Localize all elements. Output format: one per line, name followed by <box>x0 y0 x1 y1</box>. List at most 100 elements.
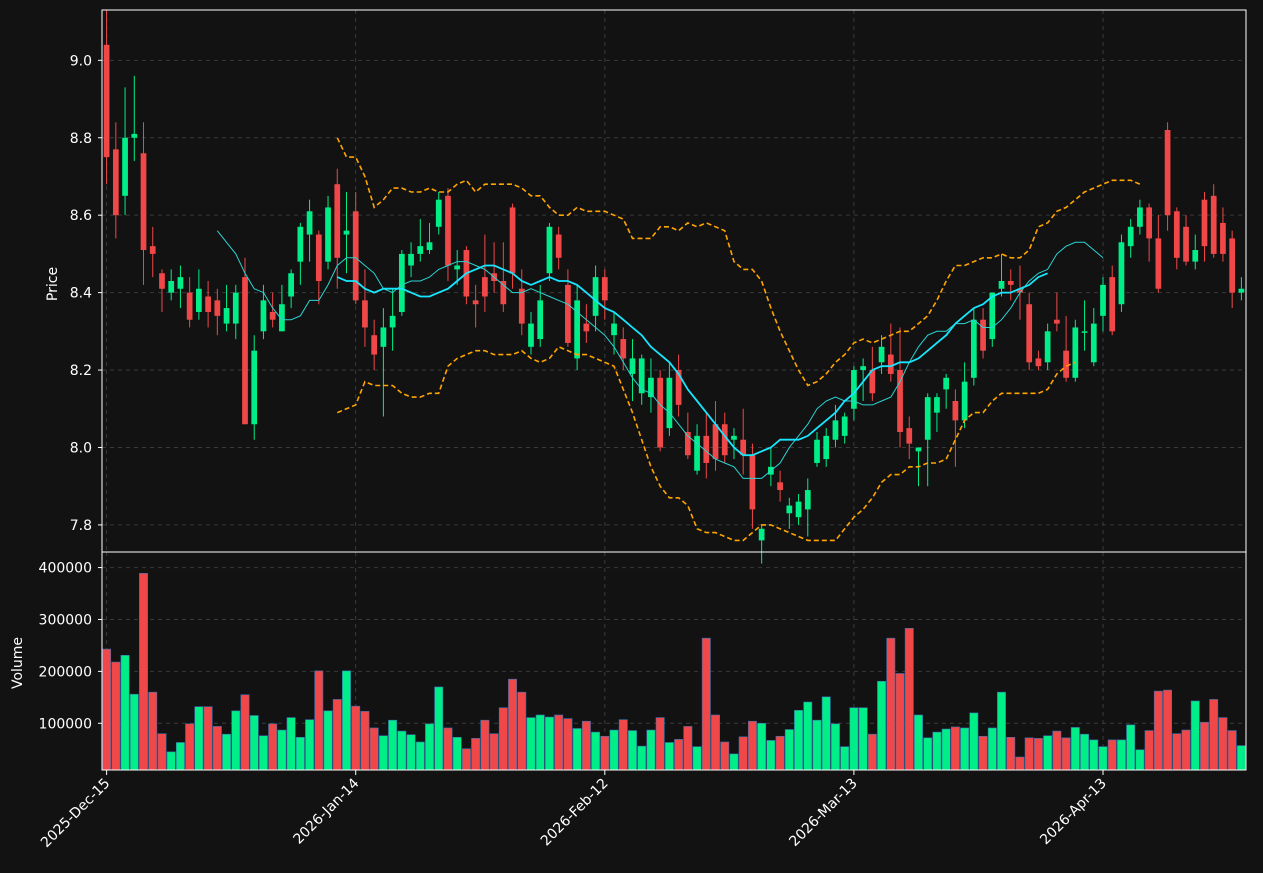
candle-body <box>352 211 359 301</box>
volume-bar <box>175 742 185 771</box>
candle-body <box>703 435 710 463</box>
volume-bar <box>738 736 748 771</box>
candle-body <box>887 354 894 374</box>
candle-body <box>426 242 433 251</box>
volume-bar <box>268 723 278 771</box>
candle-body <box>1173 211 1180 258</box>
volume-bar <box>351 705 361 771</box>
volume-tick-label: 400000 <box>39 561 92 577</box>
candle-body <box>786 505 793 514</box>
price-grid <box>102 10 1246 552</box>
volume-bar <box>185 723 195 771</box>
candle-body <box>528 323 534 347</box>
volume-bar <box>305 719 315 771</box>
volume-bar <box>1126 724 1136 771</box>
candle-body <box>1044 331 1051 363</box>
volume-bar <box>1098 746 1108 771</box>
volume-bar <box>821 696 831 771</box>
volume-bar <box>812 719 822 771</box>
candle-body <box>1017 288 1023 293</box>
price-tick-label: 8.2 <box>70 363 92 379</box>
candle-body <box>740 439 747 456</box>
volume-bar <box>895 673 905 771</box>
candle-body <box>611 323 617 336</box>
volume-bar <box>314 670 324 771</box>
candle-body <box>1035 358 1042 367</box>
candle-body <box>795 501 802 518</box>
price-tick-label: 8.0 <box>70 440 92 456</box>
volume-bar <box>1024 737 1034 771</box>
volume-bar <box>286 717 296 771</box>
candle-body <box>1210 195 1217 254</box>
candle-body <box>823 435 830 460</box>
volume-bar <box>618 719 628 771</box>
volume-bar <box>1080 733 1089 771</box>
band-lines <box>336 137 1141 542</box>
volume-bar <box>766 740 776 771</box>
volume-tick-label: 300000 <box>39 612 92 628</box>
candle-body <box>694 435 700 471</box>
candle-body <box>112 149 119 216</box>
price-tick-label: 9.0 <box>70 53 92 69</box>
volume-bar <box>1015 756 1025 771</box>
volume-bar <box>406 734 416 771</box>
candle-body <box>989 292 996 340</box>
candle-body <box>970 319 977 378</box>
volume-bar <box>572 728 582 771</box>
volume-bar <box>1172 733 1182 771</box>
candle-body <box>897 370 903 432</box>
candle-body <box>565 284 571 343</box>
volume-bar <box>1181 729 1191 771</box>
candle-body <box>205 296 211 312</box>
candle-body <box>279 304 285 332</box>
candle-body <box>140 153 147 251</box>
volume-bar <box>591 731 601 771</box>
volume-tick-label: 100000 <box>39 716 92 732</box>
candle-body <box>601 277 608 301</box>
candle-body <box>232 292 239 324</box>
candle-body <box>675 370 682 405</box>
candle-body <box>242 277 248 425</box>
candle-body <box>1155 238 1162 289</box>
candle-body <box>1192 250 1199 262</box>
candle-body <box>1220 222 1226 254</box>
volume-bar <box>674 739 684 771</box>
candle-body <box>196 288 202 312</box>
volume-bar <box>830 723 840 771</box>
candle-body <box>943 377 950 390</box>
volume-bar <box>729 753 739 771</box>
volume-bar <box>544 716 554 771</box>
volume-bar <box>498 707 508 771</box>
candle-body <box>417 246 424 254</box>
volume-bar <box>388 719 398 771</box>
volume-bar <box>609 729 619 771</box>
price-tick-label: 8.4 <box>70 286 92 302</box>
candle-body <box>924 397 931 440</box>
volume-bar <box>858 707 868 771</box>
volume-bar <box>120 654 130 771</box>
volume-bar <box>563 718 573 771</box>
volume-bar <box>867 733 877 771</box>
candle-body <box>1063 350 1069 378</box>
candle-body <box>869 370 876 394</box>
candle-body <box>961 381 968 421</box>
candle-body <box>159 273 165 289</box>
candle-body <box>251 350 258 425</box>
price-tick-label: 8.6 <box>70 208 92 224</box>
volume-bar <box>683 726 693 771</box>
volume-bar <box>240 694 250 771</box>
volume-bar <box>471 738 481 771</box>
volume-bar <box>701 637 711 771</box>
volume-bar <box>987 727 997 771</box>
candle-body <box>1100 284 1106 316</box>
volume-bar <box>1043 735 1053 771</box>
candle-body <box>1229 238 1236 293</box>
candle-body <box>906 428 913 444</box>
volume-bar <box>1153 690 1163 771</box>
volume-bar <box>489 733 499 771</box>
volume-bar <box>508 678 517 771</box>
volume-grid <box>102 552 1246 770</box>
volume-bar <box>711 714 720 771</box>
volume-bar <box>978 735 988 771</box>
